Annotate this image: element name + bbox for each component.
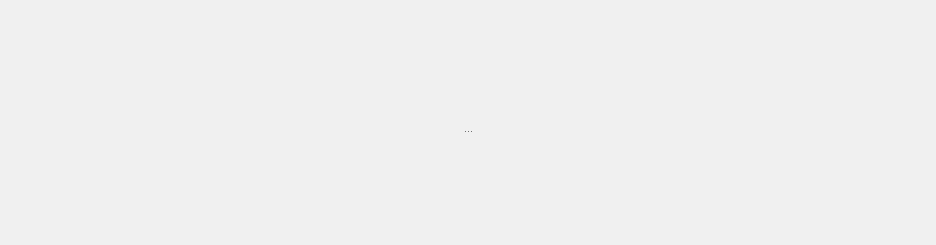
Bar bbox=[869, 69, 880, 80]
Text: A pair of dice was rolled 50 times and the results are in the accompanying table: A pair of dice was rolled 50 times and t… bbox=[869, 31, 936, 45]
Bar bbox=[64, 0, 69, 129]
Bar bbox=[882, 96, 893, 107]
Bar bbox=[0, 0, 936, 9]
Text: ▲: ▲ bbox=[28, 158, 36, 168]
Bar bbox=[0, 0, 64, 245]
Text: ...: ... bbox=[463, 124, 473, 134]
Bar bbox=[869, 96, 880, 107]
Text: According to the results of the experiment, the probability that the sum of the : According to the results of the experime… bbox=[869, 164, 936, 179]
Bar bbox=[882, 69, 893, 80]
Text: |←: |← bbox=[22, 62, 42, 80]
Text: empirical probability for the event "sum is less than 6 or greater than 11" (tha: empirical probability for the event "sum… bbox=[869, 64, 936, 78]
Bar bbox=[896, 96, 906, 107]
Bar bbox=[896, 82, 906, 93]
Bar bbox=[896, 69, 906, 80]
Bar bbox=[882, 82, 893, 93]
Bar bbox=[64, 152, 69, 245]
Bar bbox=[869, 82, 880, 93]
Text: (Simplify your answer. Type an integer or a decimal.): (Simplify your answer. Type an integer o… bbox=[869, 222, 936, 236]
